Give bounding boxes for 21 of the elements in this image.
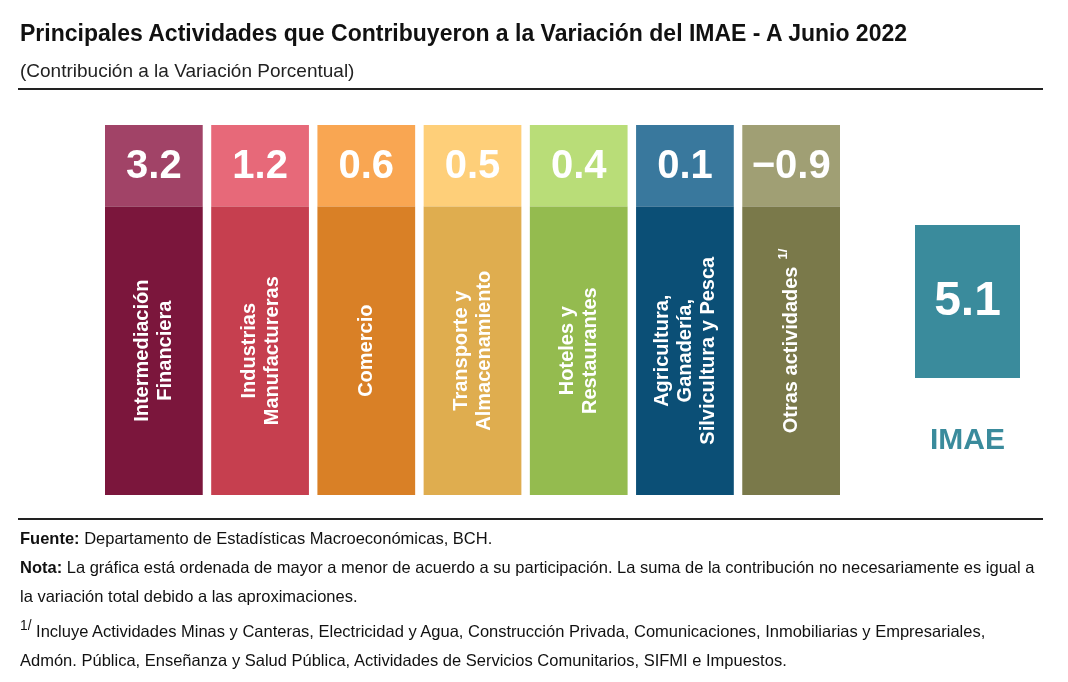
category-label: Hoteles y Restaurantes	[555, 287, 601, 415]
data-label: 0.6	[338, 141, 395, 186]
data-label: −0.9	[751, 141, 831, 186]
data-label: 1.2	[232, 141, 288, 186]
data-label: 0.1	[657, 141, 713, 186]
text: (Contribución a la Variación Porcentual)	[20, 60, 355, 82]
source-note: Fuente: Departamento de Estadísticas Macroeconómicas, BCH.	[20, 528, 494, 549]
text: Nota: La gráfica está ordenada de mayor a menor de acuerdo a su participación. La suma de la contribución no necesariamente es igual a la variación total debido a las aproximaciones.	[20, 557, 1036, 607]
text: $^{1/}$ Incluye Actividades Minas y Canteras, Electricidad y Agua, Construcción Privada, Comunicaciones, Inmobiliarias y Empresariales, Admón. Pública, Enseñanza y Salud Pública, Actividades de Servicios Comunitarios, SIFMI e Impuestos.	[20, 617, 987, 671]
data-label: 3.2	[126, 141, 182, 186]
text: Principales Actividades que Contribuyeron a la Variación del IMAE - A Junio 2022	[20, 20, 908, 47]
category-label: Intermediación Financiera	[130, 279, 176, 422]
data-label: 0.4	[550, 141, 608, 186]
data-label: 5.1	[934, 272, 1001, 326]
category-label: IMAE	[930, 421, 1005, 455]
category-label: Otras actividades 1/	[775, 248, 802, 434]
category-label: Agricultura, Ganadería, Silvicultura y Pesca	[649, 255, 718, 445]
category-label: Comercio	[354, 304, 377, 397]
data-label: 0.5	[444, 141, 501, 186]
category-label: Transporte y Almacenamiento	[449, 270, 494, 431]
category-label: Industrias Manufactureras	[236, 276, 282, 426]
